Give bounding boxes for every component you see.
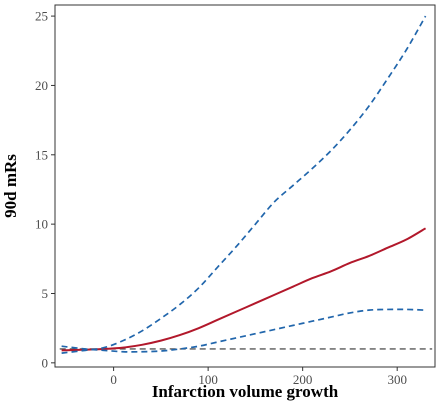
x-tick-label: 100 bbox=[198, 372, 218, 387]
x-axis-title: Infarction volume growth bbox=[152, 382, 339, 401]
series-line-lower-ci bbox=[61, 308, 426, 353]
x-tick-label: 200 bbox=[293, 372, 313, 387]
y-axis-title: 90d mRs bbox=[1, 154, 20, 218]
y-tick-label: 10 bbox=[35, 217, 48, 232]
series-line-estimate bbox=[61, 227, 427, 352]
y-tick-label: 0 bbox=[42, 355, 49, 370]
plot-panel bbox=[54, 4, 436, 368]
y-tick-label: 20 bbox=[35, 78, 48, 93]
y-axis: 0 5 10 15 20 25 bbox=[35, 9, 55, 370]
series-layer bbox=[61, 15, 427, 354]
x-tick-label: 300 bbox=[387, 372, 407, 387]
series-line-upper-ci bbox=[61, 15, 427, 354]
x-tick-label: 0 bbox=[110, 372, 117, 387]
y-tick-label: 15 bbox=[35, 147, 48, 162]
y-tick-label: 25 bbox=[35, 9, 48, 24]
x-axis: 0 100 200 300 bbox=[110, 367, 407, 387]
y-tick-label: 5 bbox=[42, 286, 49, 301]
